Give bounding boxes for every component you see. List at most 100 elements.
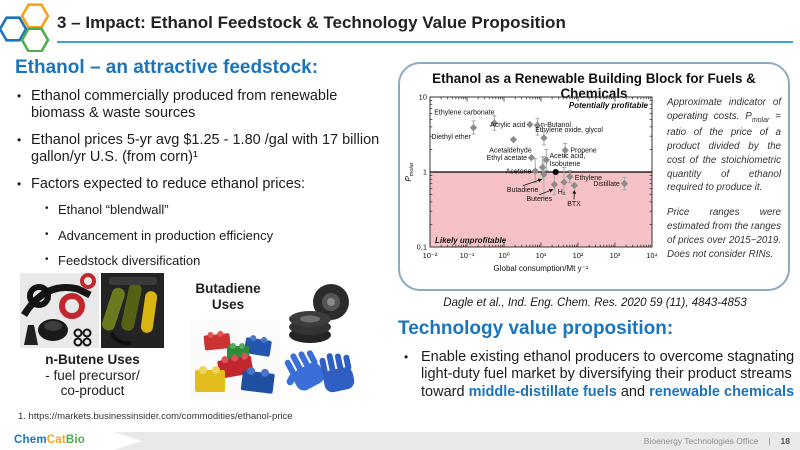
bullet-text: Ethanol prices 5-yr avg $1.25 - 1.80 /ga… [31, 131, 380, 166]
point-label: Distillate [593, 181, 620, 188]
point-label: Acrylic acid [490, 122, 526, 129]
point-label: n-Butanol [541, 122, 571, 129]
data-point [526, 120, 534, 129]
scatter-chart: 10⁻² 10⁻¹ 10⁰ 10¹ 10² 10³ 10⁴ 10 1 0.1 Ethylene ca… [404, 93, 658, 273]
point-label: Butenes [526, 196, 552, 203]
tires-photo [283, 277, 353, 352]
point-label: BTX [567, 201, 581, 208]
lego-bricks-photo [190, 320, 280, 405]
butadiene-uses-label: Butadiene Uses [188, 281, 268, 312]
sub-bullet-text: Advancement in production efficiency [58, 227, 274, 243]
data-point [540, 134, 548, 142]
bullet-marker: • [17, 132, 22, 147]
data-point [570, 181, 579, 190]
left-bullet-list: • Ethanol commercially produced from ren… [17, 88, 389, 279]
data-point [509, 135, 518, 144]
point-label: Ethylene carbonate [434, 109, 494, 116]
data-point [527, 154, 536, 162]
x-tick-label: 10⁰ [498, 251, 509, 260]
footer-right: Bioenergy Technologies Office | 18 [644, 432, 790, 450]
data-point [550, 180, 559, 189]
bullet-marker: • [17, 176, 22, 191]
point-label: Ethyl acetate [487, 155, 528, 162]
brand-cat: Cat [46, 434, 66, 446]
footer-chevron [0, 432, 142, 450]
footnote-source-link[interactable]: 1. https://markets.businessinsider.com/c… [18, 411, 293, 422]
point-label: Acetic acid, [550, 153, 586, 160]
x-tick-label: 10³ [610, 251, 621, 260]
sub-bullet-item: • Feedstock diversification [45, 253, 389, 269]
page-number: 18 [780, 436, 790, 446]
butadiene-label-line2: Uses [211, 296, 245, 312]
highlight-renewable-chemicals: renewable chemicals [649, 383, 795, 400]
left-section-heading: Ethanol – an attractive feedstock: [15, 57, 319, 78]
label-arrow [539, 188, 554, 196]
brand-chem: Chem [14, 434, 47, 446]
x-tick-label: 10⁴ [646, 251, 658, 260]
glove-left [284, 350, 325, 391]
chart-note-paragraph-1: Approximate indicator of operating costs… [667, 97, 781, 194]
x-tick-label: 10¹ [536, 251, 547, 260]
highlight-middle-distillate: middle-distillate fuels [468, 383, 617, 400]
point-label: Diethyl ether [432, 134, 472, 141]
y-tick-label: 0.1 [417, 243, 427, 252]
chart-note: Approximate indicator of operating costs… [667, 96, 781, 273]
blue-gloves-photo [280, 343, 362, 408]
n-butene-caption-line3: co-product [60, 383, 125, 399]
footer-divider: | [768, 436, 771, 446]
footer-bar: ChemCatBio Bioenergy Technologies Office… [0, 432, 800, 450]
rubber-parts-photo [20, 273, 99, 353]
x-tick-label: 10⁻¹ [460, 251, 475, 260]
brand-bio: Bio [65, 434, 86, 446]
point-label: Acetaldehyde [489, 148, 532, 155]
x-tick-label: 10⁻² [423, 251, 438, 260]
sub-bullet-item: • Ethanol “blendwall” [45, 202, 389, 218]
glove-right [319, 353, 355, 393]
bullet-marker: • [45, 254, 49, 266]
sub-bullet-text: Ethanol “blendwall” [58, 201, 169, 217]
title-underline [57, 41, 793, 43]
page-title: 3 – Impact: Ethanol Feedstock & Technolo… [57, 13, 566, 32]
n-butene-caption-line2: - fuel precursor/ [45, 367, 140, 383]
y-tick-label: 10 [419, 93, 427, 102]
y-axis-title: Pmolar [404, 161, 415, 181]
ethanol-marker [552, 169, 559, 175]
bullet-marker: • [45, 202, 49, 214]
y-tick-label: 1 [423, 168, 427, 177]
bullet-item: • Factors expected to reduce ethanol pri… [17, 176, 389, 193]
bullet-marker: • [404, 350, 409, 364]
chart-note-paragraph-2: Price ranges were estimated from the ran… [667, 207, 781, 261]
label-arrow [522, 178, 543, 187]
point-label: H₂ [558, 189, 566, 196]
tech-bullet-text: Enable existing ethanol producers to ove… [421, 349, 795, 400]
point-label: Acetone [506, 168, 532, 175]
plot-border [429, 96, 653, 248]
tech-bullet-item: • Enable existing ethanol producers to o… [404, 349, 796, 401]
unprofitable-region [430, 172, 652, 247]
bullet-item: • Ethanol prices 5-yr avg $1.25 - 1.80 /… [17, 132, 389, 167]
citation: Dagle et al., Ind. Eng. Chem. Res. 2020 … [443, 297, 747, 309]
point-label: Butadiene [507, 187, 539, 194]
profitable-region-label: Potentially profitable [569, 101, 649, 110]
n-butene-uses-caption: n-Butene Uses - fuel precursor/ co-produ… [20, 352, 165, 399]
sub-bullet-text: Feedstock diversification [58, 253, 201, 269]
unprofitable-region-label: Likely unprofitable [435, 236, 507, 245]
chart-panel: Ethanol as a Renewable Building Block fo… [398, 62, 790, 291]
data-point [566, 172, 574, 181]
fuel-nozzles-photo [101, 273, 164, 353]
point-label: Ethylene oxide, glycol [535, 127, 603, 134]
sub-bullet-list: • Ethanol “blendwall” • Advancement in p… [45, 202, 389, 269]
data-point [540, 170, 548, 179]
bullet-text: Factors expected to reduce ethanol price… [31, 175, 306, 192]
bullet-marker: • [17, 89, 22, 103]
point-label: Ethylene [575, 175, 602, 182]
bullet-text: Ethanol commercially produced from renew… [31, 88, 338, 122]
chemcatbio-hex-logo-icon [0, 3, 50, 52]
bullet-marker: • [45, 228, 49, 240]
chemcatbio-logo: ChemCatBio [14, 434, 85, 446]
sub-bullet-item: • Advancement in production efficiency [45, 228, 389, 244]
bullet-item: • Ethanol commercially produced from ren… [17, 88, 389, 123]
butadiene-label-line1: Butadiene [195, 281, 261, 296]
point-label: Propene [570, 148, 597, 155]
